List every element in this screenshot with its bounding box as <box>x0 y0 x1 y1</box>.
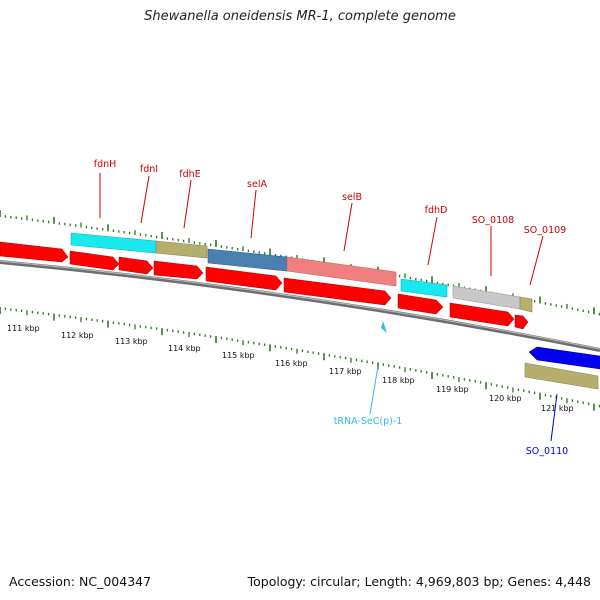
topology-text: Topology: circular; Length: 4,969,803 bp… <box>247 574 591 589</box>
gene-label-selA[interactable]: selA <box>247 179 267 190</box>
scale-label: 114 kbp <box>168 344 201 353</box>
trna-leader <box>369 365 379 415</box>
feature-selA[interactable] <box>207 248 288 272</box>
cds-arrow[interactable] <box>69 250 120 271</box>
gene-label-selB[interactable]: selB <box>342 192 362 203</box>
gene-label-trna[interactable]: tRNA-SeC(p)-1 <box>334 416 403 427</box>
cds-arrow[interactable] <box>283 277 392 306</box>
cds-arrow-reverse-SO_0110[interactable] <box>528 346 600 370</box>
cds-arrow[interactable] <box>118 256 154 275</box>
gene-label-fdnH[interactable]: fdnH <box>94 159 117 170</box>
scale-label: 120 kbp <box>489 394 522 403</box>
scale-label: 115 kbp <box>222 351 255 360</box>
so0110-leader <box>550 393 558 442</box>
scale-label: 116 kbp <box>275 359 308 368</box>
genome-backbone-highlight <box>0 260 600 350</box>
scale-label: 112 kbp <box>61 331 94 340</box>
scale-label: 117 kbp <box>329 367 362 376</box>
gene-label-SO_0109[interactable]: SO_0109 <box>524 225 566 236</box>
gene-label-fdhD[interactable]: fdhD <box>425 205 448 216</box>
genome-backbone <box>0 260 600 352</box>
feature-fdnH[interactable] <box>70 232 157 254</box>
cds-arrow[interactable] <box>153 260 204 280</box>
label-leaders <box>99 173 544 286</box>
feature-fdhD[interactable] <box>400 278 448 298</box>
scale-label: 121 kbp <box>541 404 574 413</box>
gene-label-fdhE[interactable]: fdhE <box>179 169 200 180</box>
cds-arrow[interactable] <box>205 266 283 291</box>
feature-selB[interactable] <box>286 256 397 287</box>
scale-label: 119 kbp <box>436 385 469 394</box>
gene-label-SO_0110[interactable]: SO_0110 <box>526 446 568 457</box>
scale-labels: 111 kbp 112 kbp 113 kbp 114 kbp 115 kbp … <box>7 324 574 413</box>
cds-arrow[interactable] <box>449 302 515 327</box>
scale-label: 111 kbp <box>7 324 40 333</box>
lower-scale-ticks <box>0 307 600 411</box>
cds-arrow[interactable] <box>397 293 444 315</box>
gene-label-fdnI[interactable]: fdnI <box>140 164 158 175</box>
feature-SO_0110[interactable] <box>524 362 599 390</box>
accession-text: Accession: NC_004347 <box>9 574 152 589</box>
feature-SO_0109[interactable] <box>519 296 533 313</box>
cds-arrow[interactable] <box>514 314 529 330</box>
map-title: Shewanella oneidensis MR-1, complete gen… <box>144 9 456 24</box>
gene-label-SO_0108[interactable]: SO_0108 <box>472 215 514 226</box>
feature-fdnI[interactable] <box>155 240 208 259</box>
scale-label: 113 kbp <box>115 337 148 346</box>
scale-label: 118 kbp <box>382 376 415 385</box>
cds-arrow[interactable] <box>0 241 69 263</box>
trna-marker[interactable] <box>381 321 387 333</box>
